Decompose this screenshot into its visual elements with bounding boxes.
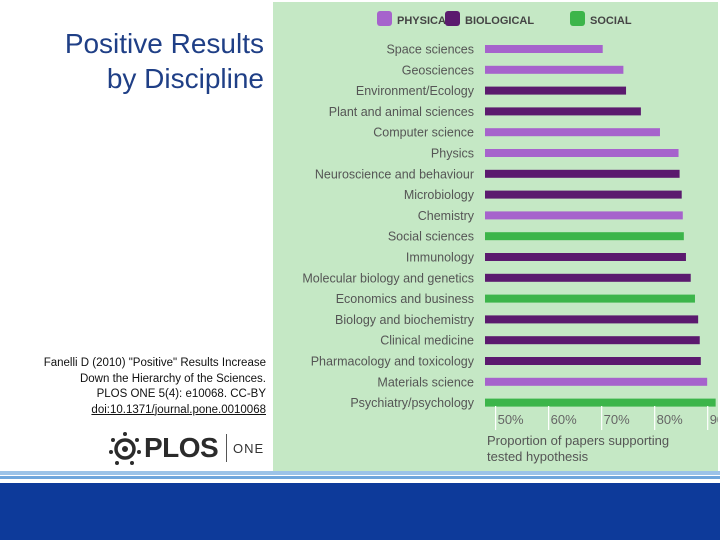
bar-label: Neuroscience and behaviour	[315, 167, 474, 181]
bar	[485, 149, 679, 157]
bar-label: Environment/Ecology	[356, 84, 475, 98]
x-tick-label: 50%	[498, 412, 524, 427]
bar-chart: PHYSICAL BIOLOGICAL SOCIAL Space sciences Ge…	[302, 11, 718, 464]
bar	[485, 65, 624, 74]
bar	[485, 128, 660, 137]
bar	[485, 294, 695, 303]
logo-separator	[226, 434, 227, 462]
bar-label: Molecular biology and genetics	[302, 271, 474, 285]
bar-label: Economics and business	[336, 292, 474, 306]
bar-label: Materials science	[377, 375, 474, 389]
bar	[485, 377, 708, 386]
bar	[485, 211, 683, 220]
bar	[485, 45, 603, 53]
bar-label: Clinical medicine	[380, 334, 474, 348]
slide-title: Positive Results by Discipline	[6, 26, 264, 96]
legend-label-physical: PHYSICAL	[397, 15, 453, 27]
bar	[485, 357, 701, 365]
bar-label: Social sciences	[388, 230, 474, 244]
bar-label: Plant and animal sciences	[329, 105, 474, 119]
bar-label: Chemistry	[418, 209, 475, 223]
legend-label-social: SOCIAL	[590, 15, 632, 27]
bar	[485, 232, 684, 241]
bar-label: Pharmacology and toxicology	[311, 355, 475, 369]
bar	[485, 253, 686, 261]
bar-label: Biology and biochemistry	[335, 313, 475, 327]
x-axis-label-line-1: Proportion of papers supporting	[487, 433, 669, 448]
legend-label-biological: BIOLOGICAL	[465, 15, 534, 27]
bar	[485, 86, 627, 95]
citation: Fanelli D (2010) "Positive" Results Incr…	[6, 356, 266, 418]
plos-burst-icon	[109, 432, 141, 465]
citation-line-2: Down the Hierarchy of the Sciences.	[79, 372, 266, 385]
bar	[485, 273, 691, 282]
title-line-1: Positive Results	[64, 28, 264, 59]
bar	[485, 315, 699, 324]
x-tick-label: 90%	[710, 412, 718, 427]
bar-label: Geosciences	[402, 63, 474, 77]
x-tick-label: 70%	[604, 412, 630, 427]
legend-swatch-biological	[445, 11, 460, 26]
footer-rule	[0, 476, 720, 479]
x-tick-label: 60%	[551, 412, 577, 427]
bar	[485, 107, 641, 116]
footer-band	[0, 483, 720, 540]
plos-one-label: ONE	[233, 441, 265, 456]
legend-swatch-physical	[377, 11, 392, 26]
bar	[485, 398, 716, 407]
bar	[485, 190, 682, 199]
plos-wordmark: PLOS	[144, 432, 219, 463]
plos-one-logo: PLOS ONE	[108, 430, 268, 468]
bar-label: Physics	[431, 147, 474, 161]
title-line-2: by Discipline	[106, 63, 264, 94]
bar-label: Space sciences	[386, 43, 474, 57]
bar	[485, 169, 680, 178]
citation-line-3: PLOS ONE 5(4): e10068. CC-BY	[96, 388, 266, 400]
bar-label: Immunology	[406, 251, 475, 265]
bar	[485, 336, 700, 345]
citation-doi-link[interactable]: doi:10.1371/journal.pone.0010068	[91, 403, 266, 416]
bar-label: Psychiatry/psychology	[350, 396, 474, 410]
footer-rule-light	[0, 471, 720, 475]
bar-label: Microbiology	[404, 188, 475, 202]
citation-line-1: Fanelli D (2010) "Positive" Results Incr…	[43, 357, 266, 369]
legend-swatch-social	[570, 11, 585, 26]
x-axis-label-line-2: tested hypothesis	[487, 449, 589, 464]
chart-panel: PHYSICAL BIOLOGICAL SOCIAL Space sciences Ge…	[273, 2, 718, 472]
bar-label: Computer science	[373, 126, 474, 140]
x-tick-label: 80%	[657, 412, 683, 427]
